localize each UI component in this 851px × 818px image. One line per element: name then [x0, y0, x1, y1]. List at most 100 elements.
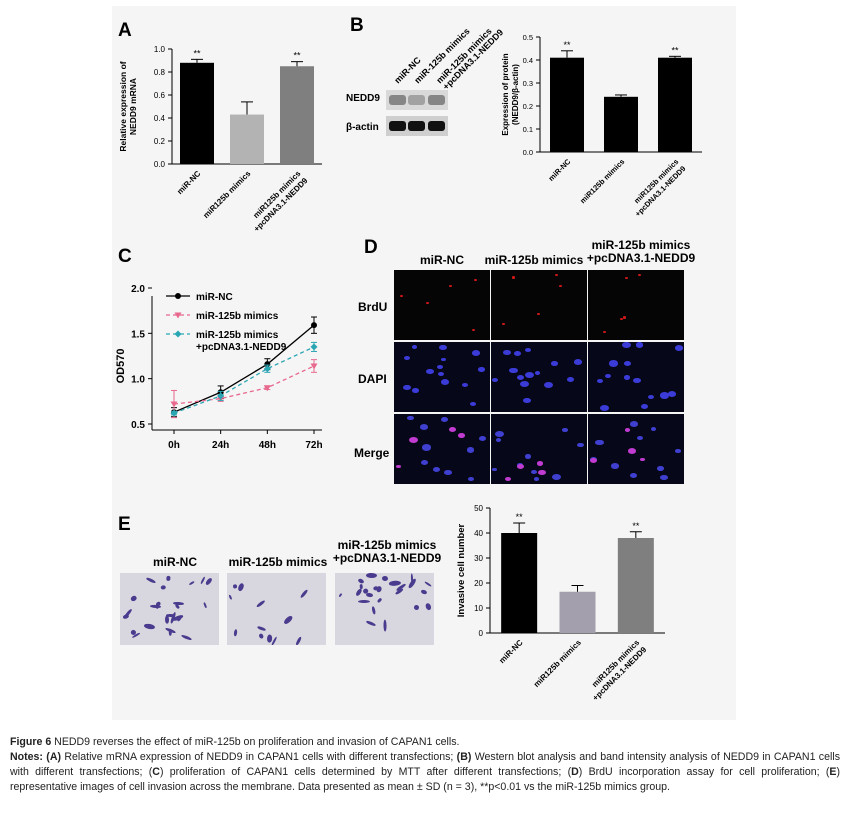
caption-panel-ref: (A)	[46, 751, 62, 763]
nucleus-dot	[624, 361, 632, 366]
nucleus-dot	[407, 415, 415, 421]
x-tick-label: 24h	[212, 440, 229, 451]
nucleus-dot	[640, 403, 649, 409]
series-marker	[175, 293, 181, 299]
series-marker	[310, 343, 318, 351]
nucleus-dot	[629, 420, 639, 427]
nucleus-dot	[426, 302, 430, 305]
invaded-cell	[160, 584, 166, 590]
panel-letter-a: A	[118, 20, 132, 41]
invaded-cell	[424, 581, 433, 588]
y-tick-label: 0.1	[523, 125, 533, 134]
legend-label: miR-125b mimics	[196, 311, 279, 322]
micro-cell-merge	[588, 414, 684, 484]
y-tick-label: 0.3	[523, 79, 533, 88]
nucleus-dot	[531, 469, 537, 474]
nucleus-dot	[396, 464, 402, 469]
nucleus-dot	[512, 276, 516, 279]
nucleus-dot	[524, 454, 532, 459]
y-axis-label: Relative expression ofNEDD9 mRNA	[118, 61, 138, 151]
invaded-cell	[283, 615, 295, 626]
wb-row-label-nedd9: NEDD9	[346, 93, 380, 104]
wb-row-label-actin: β-actin	[346, 122, 379, 133]
nucleus-dot	[466, 447, 475, 453]
transwell-image-mir125b	[227, 573, 326, 645]
significance-marker: **	[632, 521, 640, 531]
caption-panel-ref: D	[571, 766, 579, 778]
nucleus-dot	[403, 384, 412, 391]
invaded-cell	[258, 633, 265, 640]
invaded-cell	[129, 595, 138, 603]
nucleus-dot	[472, 328, 476, 331]
nucleus-dot	[639, 457, 645, 462]
nucleus-dot	[408, 436, 418, 443]
nucleus-dot	[479, 436, 487, 441]
micro-cell-dapi	[394, 342, 490, 412]
nucleus-dot	[577, 442, 584, 447]
nucleus-dot	[537, 461, 544, 466]
legend-label: miR-NC	[196, 292, 233, 303]
chart-b-nedd9-protein: 0.00.10.20.30.40.5**miR-NC miR125b mimics…	[501, 33, 702, 218]
invaded-cell	[424, 602, 432, 611]
panel-letter-b: B	[350, 15, 364, 36]
invaded-cell	[169, 628, 172, 636]
nucleus-dot	[551, 361, 558, 366]
invaded-cell	[366, 573, 378, 579]
y-tick-label: 0.5	[131, 420, 145, 431]
nucleus-dot	[555, 273, 559, 276]
y-tick-label: 0	[479, 629, 484, 638]
nucleus-dot	[469, 402, 476, 407]
x-tick-label: 0h	[168, 440, 180, 451]
e-label-mir125b-nedd9: miR-125b mimics +pcDNA3.1-NEDD9	[332, 538, 442, 565]
nucleus-dot	[638, 273, 642, 277]
nucleus-dot	[650, 426, 657, 431]
invaded-cell	[232, 583, 238, 589]
y-axis-label: Invasive cell number	[456, 523, 467, 617]
x-tick-label: 48h	[259, 440, 276, 451]
y-tick-label: 20	[474, 579, 483, 588]
nucleus-dot	[524, 347, 531, 352]
nucleus-dot	[656, 466, 664, 471]
nucleus-dot	[404, 355, 411, 361]
nucleus-dot	[566, 376, 575, 382]
nucleus-dot	[622, 342, 632, 349]
nucleus-dot	[538, 469, 546, 476]
invaded-cell	[366, 619, 377, 627]
x-tick-label: miR125b mimics	[201, 169, 252, 220]
bar	[230, 114, 264, 164]
y-tick-label: 0.0	[523, 148, 533, 157]
significance-marker: **	[671, 45, 679, 55]
caption-fig-label: Figure 6	[10, 736, 52, 748]
nucleus-dot	[625, 427, 631, 432]
nucleus-dot	[412, 344, 418, 349]
nucleus-dot	[622, 316, 626, 319]
bar	[180, 62, 214, 164]
chart-c-mtt-proliferation: 0.5 1.0 1.5 2.0 0h 24h 48h 72h OD570 miR-NC miR-12…	[115, 284, 323, 451]
y-tick-label: 0.2	[523, 102, 533, 111]
bar	[604, 96, 638, 152]
micro-cell-merge	[394, 414, 490, 484]
caption-notes: Notes: (A) Relative mRNA expression of N…	[10, 750, 840, 795]
invaded-cell	[181, 634, 193, 642]
x-tick-label: miR125b mimics+pcDNA3.1-NEDD9	[245, 169, 310, 234]
invaded-cell	[420, 589, 427, 595]
invaded-cell	[146, 577, 157, 585]
nucleus-dot	[533, 477, 540, 481]
x-tick-label: miR125b mimics	[532, 638, 583, 689]
y-axis-label: OD570	[115, 349, 127, 384]
series-marker	[263, 365, 271, 373]
nucleus-dot	[525, 372, 534, 379]
nucleus-dot	[437, 371, 445, 377]
y-tick-label: 0.0	[154, 160, 166, 169]
nucleus-dot	[674, 344, 684, 351]
y-tick-label: 0.5	[523, 33, 533, 42]
series-marker	[264, 361, 271, 368]
nucleus-dot	[458, 432, 466, 438]
y-tick-label: 2.0	[131, 284, 145, 295]
significance-marker: **	[193, 48, 201, 58]
nucleus-dot	[635, 342, 644, 348]
y-tick-label: 0.4	[154, 114, 166, 123]
y-tick-label: 0.6	[154, 91, 166, 100]
nucleus-dot	[412, 387, 419, 393]
brdu-microscopy-grid	[394, 270, 684, 484]
